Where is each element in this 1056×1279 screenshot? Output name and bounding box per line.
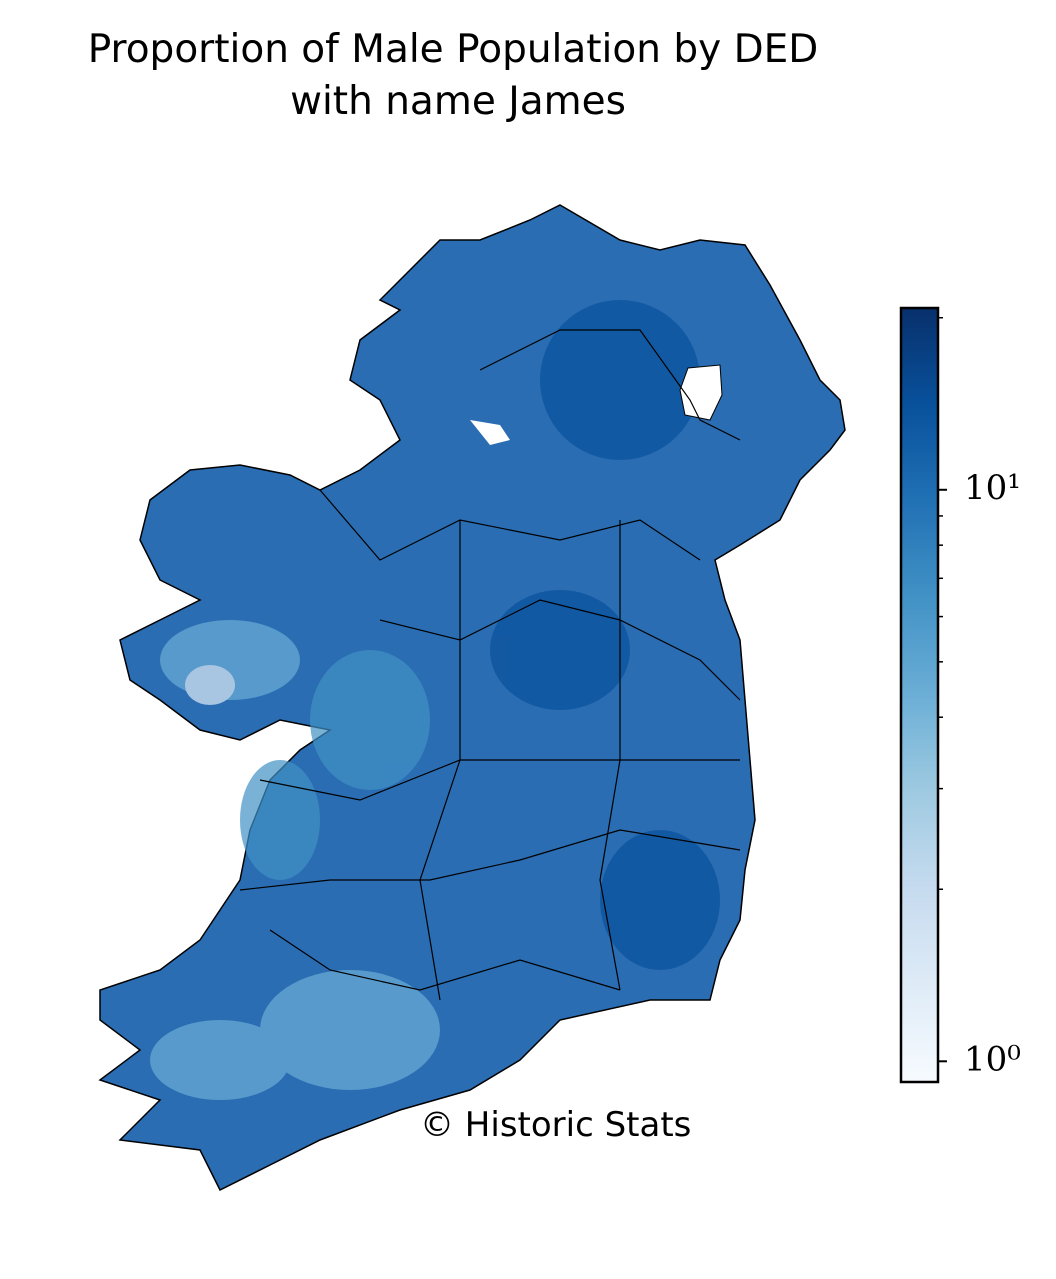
colorbar-tick-label: 10¹ bbox=[964, 468, 1021, 508]
colorbar bbox=[899, 306, 940, 1084]
map bbox=[98, 204, 846, 1192]
colorbar-tick-label: 10⁰ bbox=[964, 1039, 1021, 1079]
region-shading bbox=[150, 300, 720, 1100]
lough bbox=[679, 364, 723, 421]
credit: © Historic Stats bbox=[420, 1105, 691, 1145]
lough bbox=[470, 420, 510, 445]
county-borders bbox=[239, 329, 741, 1001]
chart-subtitle: with name James bbox=[290, 79, 626, 124]
chart-title: Proportion of Male Population by DED bbox=[88, 27, 819, 72]
